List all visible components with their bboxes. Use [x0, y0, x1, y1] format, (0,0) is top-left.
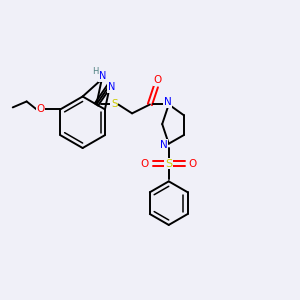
Text: O: O: [141, 158, 149, 169]
Text: O: O: [36, 104, 45, 114]
Text: N: N: [164, 98, 172, 107]
Text: O: O: [188, 158, 196, 169]
Text: H: H: [92, 67, 98, 76]
Text: N: N: [108, 82, 115, 92]
Text: N: N: [99, 71, 106, 81]
Text: N: N: [160, 140, 168, 150]
Text: O: O: [154, 75, 162, 85]
Text: S: S: [111, 100, 118, 110]
Text: S: S: [165, 158, 172, 169]
